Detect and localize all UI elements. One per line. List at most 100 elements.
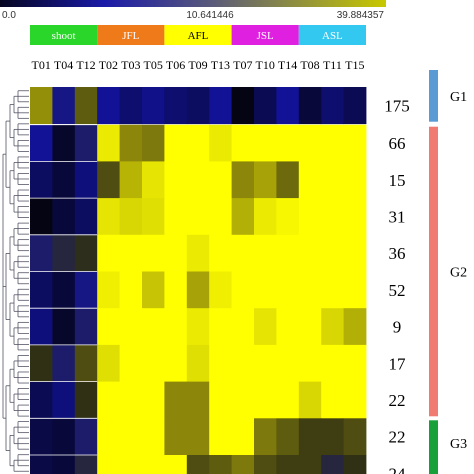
- heatmap-cell: [276, 161, 300, 199]
- heatmap-cell: [209, 234, 232, 272]
- heatmap-cell: [343, 161, 367, 199]
- heatmap-cell: [52, 124, 76, 162]
- heatmap-cell: [254, 87, 277, 125]
- heatmap-cell: [209, 161, 232, 199]
- heatmap-cell: [276, 124, 300, 162]
- tissue-label: AFL: [188, 30, 209, 42]
- heatmap-cell: [231, 161, 255, 199]
- heatmap-cell: [119, 234, 143, 272]
- heatmap-cell: [52, 161, 76, 199]
- heatmap-cell: [97, 87, 120, 125]
- heatmap-cell: [142, 271, 165, 309]
- heatmap-cell: [142, 344, 165, 382]
- heatmap-cell: [30, 344, 53, 382]
- heatmap-cell: [186, 234, 210, 272]
- group-bar-g1: [429, 70, 438, 122]
- heatmap-cell: [276, 381, 300, 419]
- heatmap-cell: [164, 271, 188, 309]
- heatmap-cell: [164, 234, 188, 272]
- heatmap-cell: [119, 198, 143, 236]
- heatmap-cell: [186, 455, 210, 474]
- scale-mid-label: 10.641446: [186, 10, 234, 21]
- heatmap-cell: [52, 381, 76, 419]
- heatmap-cell: [74, 381, 98, 419]
- heatmap-cell: [298, 344, 322, 382]
- heatmap-cell: [343, 344, 367, 382]
- heatmap-cell: [343, 198, 367, 236]
- heatmap-cell: [343, 234, 367, 272]
- column-label: T15: [345, 58, 364, 72]
- heatmap-cell: [231, 234, 255, 272]
- heatmap-cell: [209, 87, 232, 125]
- group-label: G2: [450, 266, 467, 281]
- heatmap-cell: [119, 381, 143, 419]
- column-label: T08: [300, 58, 319, 72]
- tissue-label: shoot: [52, 30, 76, 42]
- cluster-count-label: 36: [389, 244, 406, 263]
- heatmap-cell: [209, 124, 232, 162]
- cluster-count-label: 175: [384, 96, 410, 115]
- heatmap-cell: [231, 418, 255, 456]
- heatmap-cell: [74, 87, 98, 125]
- heatmap-cell: [276, 455, 300, 474]
- cluster-count-label: 22: [389, 428, 406, 447]
- heatmap-cell: [298, 308, 322, 346]
- heatmap-cell: [52, 455, 76, 474]
- heatmap-cell: [74, 418, 98, 456]
- heatmap-cell: [298, 198, 322, 236]
- heatmap-cell: [343, 381, 367, 419]
- heatmap-cell: [254, 308, 277, 346]
- heatmap-cell: [30, 161, 53, 199]
- heatmap-cell: [254, 124, 277, 162]
- heatmap-cell: [97, 271, 120, 309]
- heatmap-cell: [142, 234, 165, 272]
- column-label: T01: [32, 58, 51, 72]
- group-annotation-bar: G1 G2 G3: [429, 70, 467, 474]
- heatmap-cell: [52, 271, 76, 309]
- heatmap-cell: [30, 381, 53, 419]
- heatmap-cell: [209, 198, 232, 236]
- column-label: T05: [144, 58, 163, 72]
- heatmap-cell: [30, 198, 53, 236]
- heatmap-cell: [343, 308, 367, 346]
- heatmap-cell: [30, 308, 53, 346]
- heatmap-cell: [30, 87, 53, 125]
- tissue-block-afl: [164, 25, 232, 45]
- row-dendrogram: [2, 90, 29, 472]
- column-label: T03: [121, 58, 140, 72]
- cluster-count-labels: 175 66 15 31 36 52 9 17 22 22 24: [384, 96, 410, 474]
- heatmap-cell: [186, 418, 210, 456]
- heatmap-cell: [142, 161, 165, 199]
- heatmap-cell: [74, 271, 98, 309]
- heatmap-cell: [119, 124, 143, 162]
- heatmap-cell: [119, 87, 143, 125]
- heatmap-cell: [74, 161, 98, 199]
- heatmap-cell: [186, 271, 210, 309]
- heatmap-cell: [164, 308, 188, 346]
- heatmap-cell: [231, 381, 255, 419]
- heatmap-cell: [254, 418, 277, 456]
- heatmap-cell: [186, 124, 210, 162]
- heatmap-cell: [209, 381, 232, 419]
- heatmap-cell: [298, 455, 322, 474]
- heatmap-cell: [97, 234, 120, 272]
- heatmap-cell: [231, 344, 255, 382]
- cluster-count-label: 15: [389, 171, 406, 190]
- column-label: T14: [278, 58, 297, 72]
- heatmap-cell: [74, 455, 98, 474]
- heatmap-cell: [231, 455, 255, 474]
- column-labels: T01 T04 T12 T02 T03 T05 T06 T09 T13 T07 T10 T14 T08 T…: [32, 58, 365, 72]
- group-label: G1: [450, 90, 467, 105]
- heatmap-cell: [74, 198, 98, 236]
- scale-min-label: 0.0: [2, 10, 16, 21]
- heatmap-cell: [231, 198, 255, 236]
- heatmap-cell: [209, 455, 232, 474]
- tissue-block-shoot: [30, 25, 98, 45]
- heatmap-cell: [298, 271, 322, 309]
- heatmap-cell: [321, 381, 344, 419]
- heatmap-cell: [343, 124, 367, 162]
- heatmap-cell: [276, 418, 300, 456]
- heatmap-cell: [142, 418, 165, 456]
- heatmap-cell: [142, 198, 165, 236]
- heatmap-cell: [343, 271, 367, 309]
